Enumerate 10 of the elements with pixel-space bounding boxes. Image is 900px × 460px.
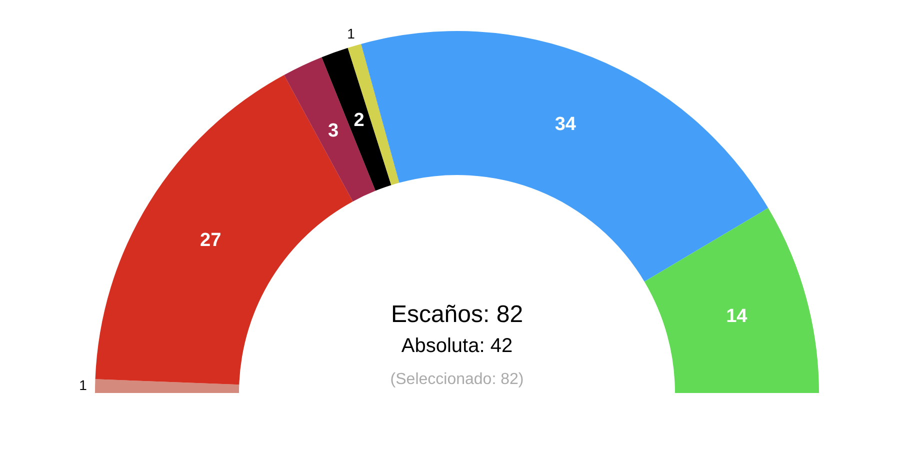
data-label: 1 [347, 25, 356, 42]
data-label: 34 [554, 114, 576, 136]
text: Absoluta: 42 [401, 335, 513, 357]
text: Escaños: 82 [390, 301, 524, 328]
data-label: 2 [354, 110, 364, 132]
data-label: 3 [328, 120, 339, 142]
data-label: 1 [79, 376, 88, 393]
data-label: 14 [726, 306, 748, 328]
text: (Seleccionado: 82) [390, 371, 524, 388]
data-label: 27 [200, 230, 222, 252]
